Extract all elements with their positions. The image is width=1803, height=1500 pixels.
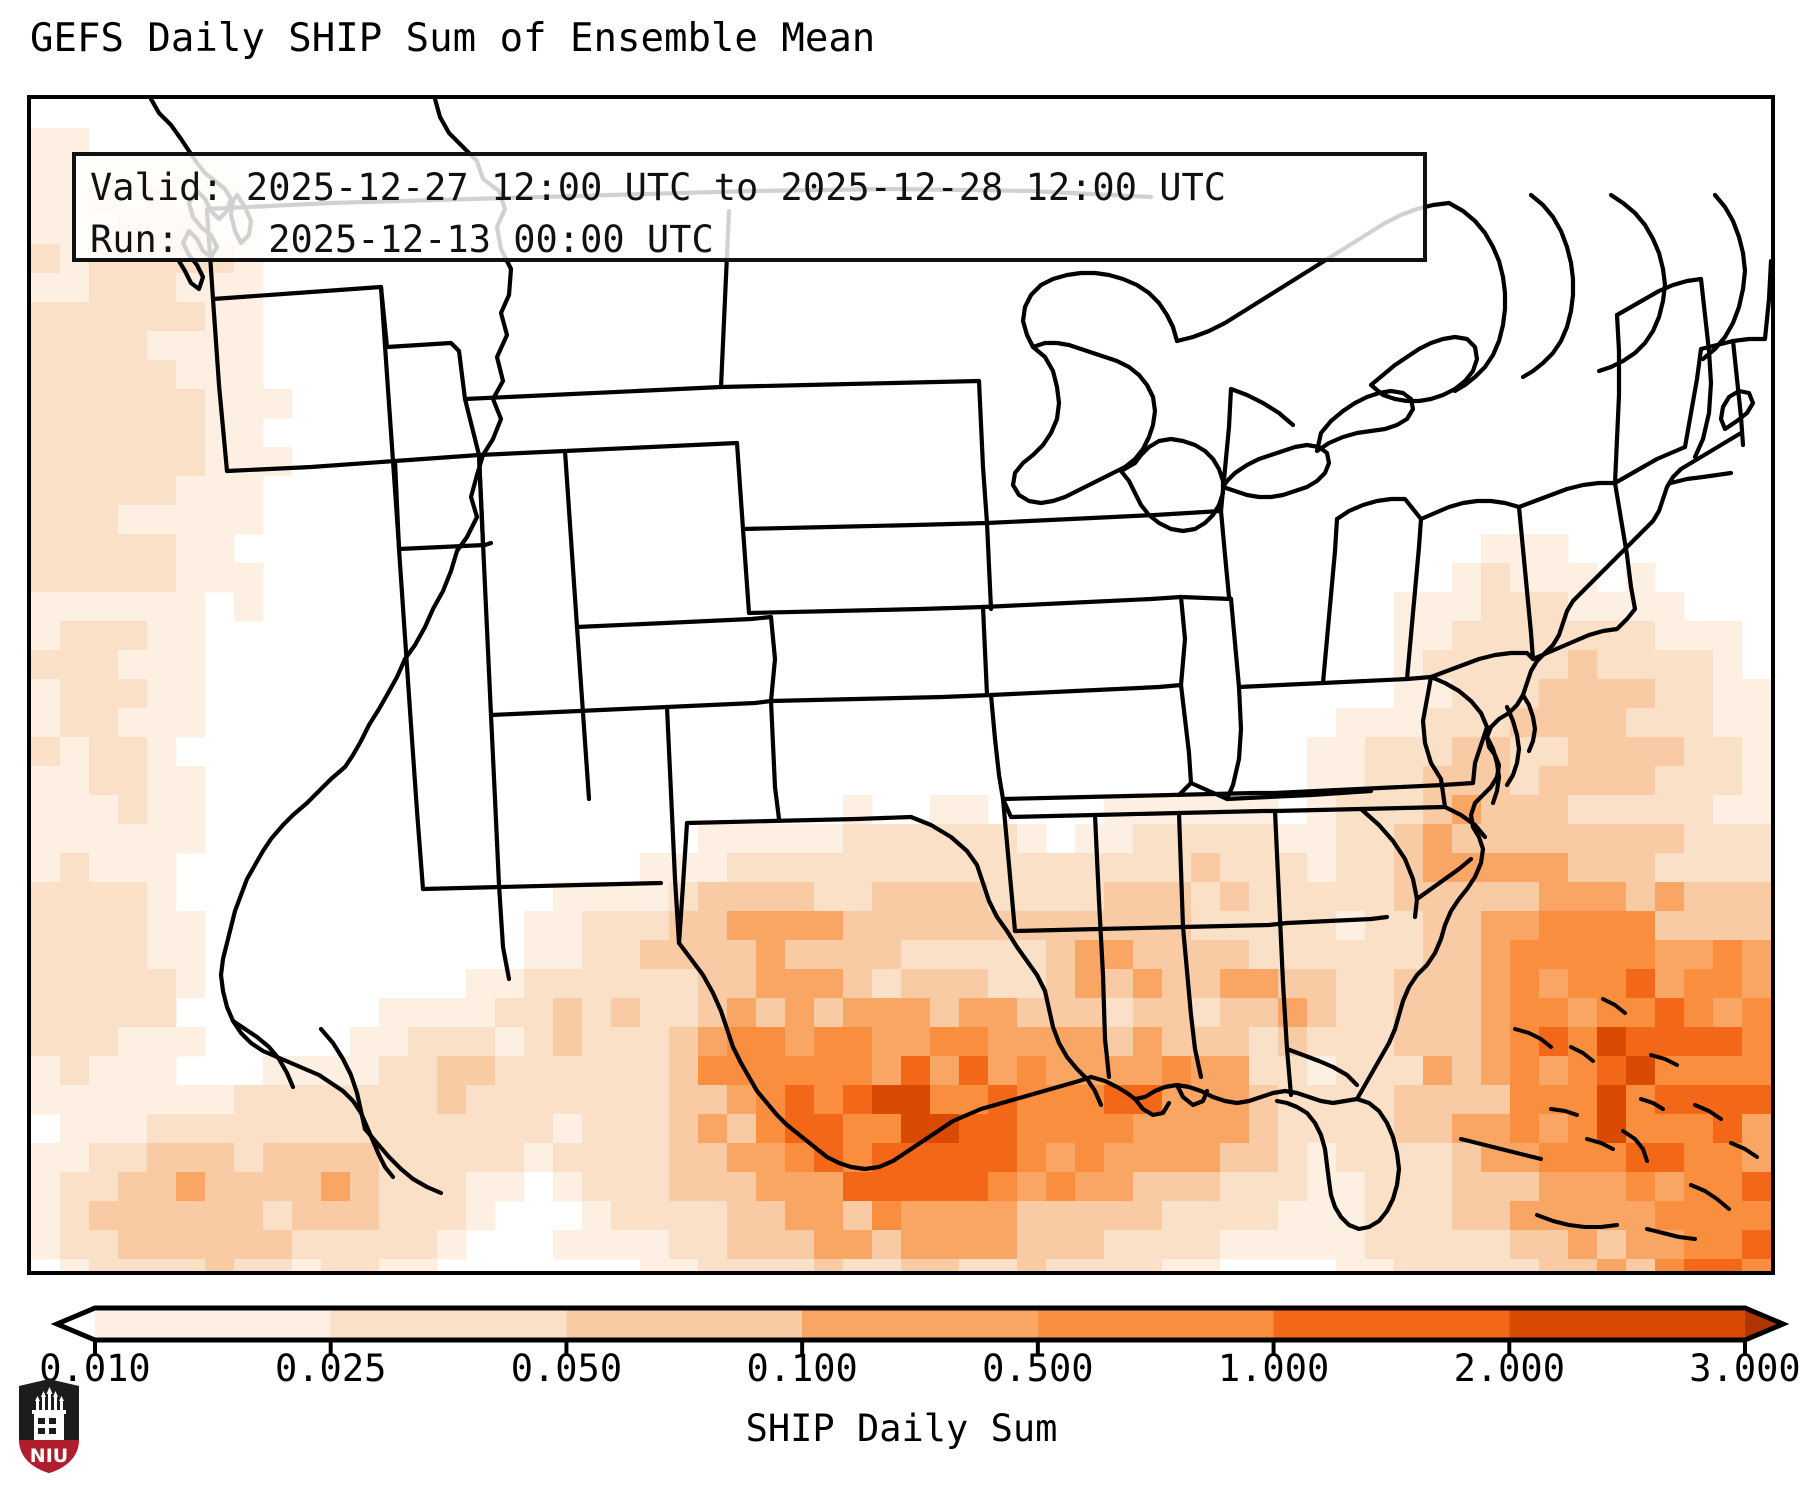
map-canvas bbox=[31, 99, 1771, 1271]
colorbar-tick-label: 1.000 bbox=[1217, 1347, 1330, 1390]
colorbar-tick-label: 0.100 bbox=[746, 1347, 858, 1390]
valid-time-line: Valid: 2025-12-27 12:00 UTC to 2025-12-2… bbox=[90, 166, 1227, 209]
colorbar-tick-label: 0.500 bbox=[982, 1347, 1094, 1390]
colorbar-swatches bbox=[50, 1305, 1790, 1354]
colorbar-tick-label: 3.000 bbox=[1689, 1347, 1801, 1390]
shading-layer bbox=[31, 128, 1771, 1271]
map-panel[interactable]: Valid: 2025-12-27 12:00 UTC to 2025-12-2… bbox=[27, 95, 1775, 1275]
colorbar[interactable] bbox=[0, 1296, 1803, 1356]
colorbar-label: SHIP Daily Sum bbox=[745, 1407, 1058, 1450]
info-box: Valid: 2025-12-27 12:00 UTC to 2025-12-2… bbox=[72, 152, 1427, 262]
colorbar-tick-label: 2.000 bbox=[1453, 1347, 1565, 1390]
colorbar-tick-label: 0.025 bbox=[275, 1347, 387, 1390]
niu-logo-text: NIU bbox=[30, 1445, 68, 1467]
niu-logo-icon: NIU bbox=[19, 1379, 79, 1473]
colorbar-tick-labels: 0.010 0.025 0.050 0.100 0.500 1.000 2.000 3.000 bbox=[0, 1347, 1803, 1403]
page-title: GEFS Daily SHIP Sum of Ensemble Mean bbox=[30, 16, 876, 61]
run-time-line: Run: 2025-12-13 00:00 UTC bbox=[90, 218, 714, 261]
colorbar-tick-label: 0.050 bbox=[510, 1347, 623, 1390]
